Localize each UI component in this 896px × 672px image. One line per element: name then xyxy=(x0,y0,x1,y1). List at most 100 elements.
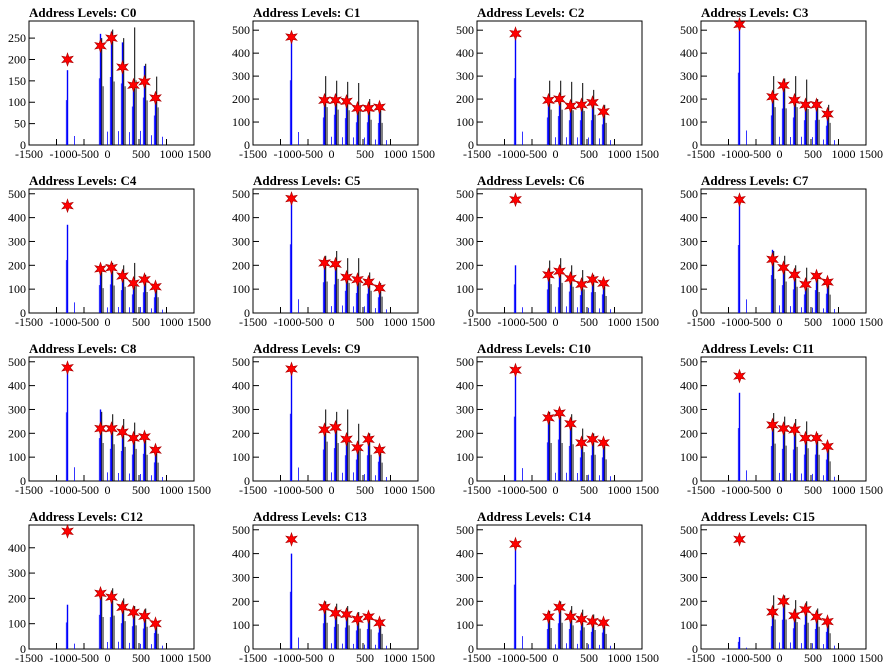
y-tick-label: 500 xyxy=(232,523,250,537)
x-tick-label: 500 xyxy=(804,483,822,497)
peak-marker xyxy=(285,29,298,45)
x-tick-label: 500 xyxy=(132,147,150,161)
y-tick-label: 100 xyxy=(456,618,474,632)
x-tick-label: -500 xyxy=(301,483,323,497)
panel-title: Address Levels: C2 xyxy=(477,5,584,20)
x-tick-label: 0 xyxy=(105,315,111,329)
y-tick-label: 0 xyxy=(244,474,250,488)
x-tick-label: -1000 xyxy=(274,483,302,497)
peak-marker xyxy=(94,585,107,601)
peak-marker xyxy=(61,360,74,376)
x-tick-label: 1000 xyxy=(608,651,632,665)
peak-marker xyxy=(362,100,375,116)
x-tick-label: -1500 xyxy=(463,315,491,329)
x-tick-label: -1500 xyxy=(463,147,491,161)
panel-title: Address Levels: C13 xyxy=(253,509,367,524)
peak-marker xyxy=(733,192,746,208)
y-tick-label: 500 xyxy=(680,523,698,537)
y-tick-label: 400 xyxy=(680,547,698,561)
peak-marker xyxy=(318,255,331,271)
x-tick-label: 500 xyxy=(132,651,150,665)
panel-title: Address Levels: C15 xyxy=(701,509,815,524)
x-tick-label: -1000 xyxy=(274,147,302,161)
peak-marker xyxy=(597,104,610,120)
peak-marker xyxy=(351,440,364,456)
x-tick-label: 1000 xyxy=(384,147,408,161)
peak-marker xyxy=(586,95,599,110)
x-tick-label: 500 xyxy=(804,147,822,161)
peak-marker xyxy=(564,416,577,432)
peak-marker xyxy=(509,26,522,42)
y-tick-label: 0 xyxy=(692,138,698,152)
peak-marker xyxy=(138,429,151,445)
x-tick-label: -1500 xyxy=(687,147,715,161)
y-tick-label: 500 xyxy=(680,23,698,37)
peak-marker xyxy=(285,531,298,547)
y-tick-label: 300 xyxy=(232,234,250,248)
y-tick-label: 100 xyxy=(8,617,26,631)
y-tick-label: 200 xyxy=(8,591,26,605)
y-tick-label: 500 xyxy=(456,23,474,37)
peak-marker xyxy=(777,421,790,436)
y-tick-label: 300 xyxy=(456,234,474,248)
panel-title: Address Levels: C10 xyxy=(477,341,591,356)
peak-marker xyxy=(821,614,834,630)
x-tick-label: 0 xyxy=(329,315,335,329)
peak-marker xyxy=(318,599,331,615)
y-tick-label: 400 xyxy=(456,211,474,225)
x-tick-label: -500 xyxy=(525,483,547,497)
y-tick-label: 300 xyxy=(680,69,698,83)
x-tick-label: -500 xyxy=(301,147,323,161)
x-tick-label: -500 xyxy=(525,651,547,665)
y-tick-label: 0 xyxy=(468,138,474,152)
x-tick-label: -500 xyxy=(525,315,547,329)
x-tick-label: 1500 xyxy=(635,315,659,329)
y-tick-label: 500 xyxy=(456,187,474,201)
x-tick-label: -1000 xyxy=(50,147,78,161)
x-tick-label: -1500 xyxy=(15,483,43,497)
x-tick-label: 0 xyxy=(553,147,559,161)
x-tick-label: 0 xyxy=(329,483,335,497)
y-tick-label: 400 xyxy=(8,211,26,225)
x-tick-label: -1000 xyxy=(722,315,750,329)
x-tick-label: 1000 xyxy=(832,483,856,497)
x-tick-label: -1000 xyxy=(50,315,78,329)
x-tick-label: 500 xyxy=(356,483,374,497)
y-tick-label: 0 xyxy=(468,306,474,320)
y-tick-label: 500 xyxy=(8,355,26,369)
panel-title: Address Levels: C9 xyxy=(253,341,361,356)
histogram-panel: Address Levels: C11 0 100 200 300 400 500 -1500… xyxy=(680,341,883,497)
y-tick-label: 300 xyxy=(232,570,250,584)
peak-marker xyxy=(766,417,779,433)
peak-marker xyxy=(564,98,577,114)
peak-marker xyxy=(564,609,577,625)
x-tick-label: 1500 xyxy=(411,315,435,329)
histogram-panel: Address Levels: C60100200300400500-1500-… xyxy=(456,173,659,329)
peak-marker xyxy=(553,263,566,279)
y-tick-label: 400 xyxy=(456,379,474,393)
y-tick-label: 200 xyxy=(680,594,698,608)
panel-title: Address Levels: C1 xyxy=(253,5,360,20)
y-tick-label: 500 xyxy=(8,187,26,201)
panel-title: Address Levels: C0 xyxy=(29,5,136,20)
y-tick-label: 100 xyxy=(232,282,250,296)
peak-marker xyxy=(777,260,790,276)
y-tick-label: 100 xyxy=(232,115,250,129)
peak-marker xyxy=(821,106,834,122)
x-tick-label: -1500 xyxy=(15,651,43,665)
y-tick-label: 0 xyxy=(20,642,26,656)
peak-marker xyxy=(329,605,342,621)
x-tick-label: 0 xyxy=(777,483,783,497)
y-tick-label: 50 xyxy=(14,117,26,131)
histogram-panel: Address Levels: C0 0 50 100 150 200 250 -1500 -1… xyxy=(8,5,211,161)
x-tick-label: -500 xyxy=(77,651,99,665)
y-tick-label: 200 xyxy=(232,426,250,440)
x-tick-label: -1500 xyxy=(687,483,715,497)
peak-marker xyxy=(340,606,353,622)
peak-marker xyxy=(788,267,801,283)
peak-marker xyxy=(810,268,823,284)
x-tick-label: -1500 xyxy=(239,147,267,161)
peak-marker xyxy=(94,38,107,54)
x-tick-label: -1500 xyxy=(463,651,491,665)
y-tick-label: 200 xyxy=(456,426,474,440)
